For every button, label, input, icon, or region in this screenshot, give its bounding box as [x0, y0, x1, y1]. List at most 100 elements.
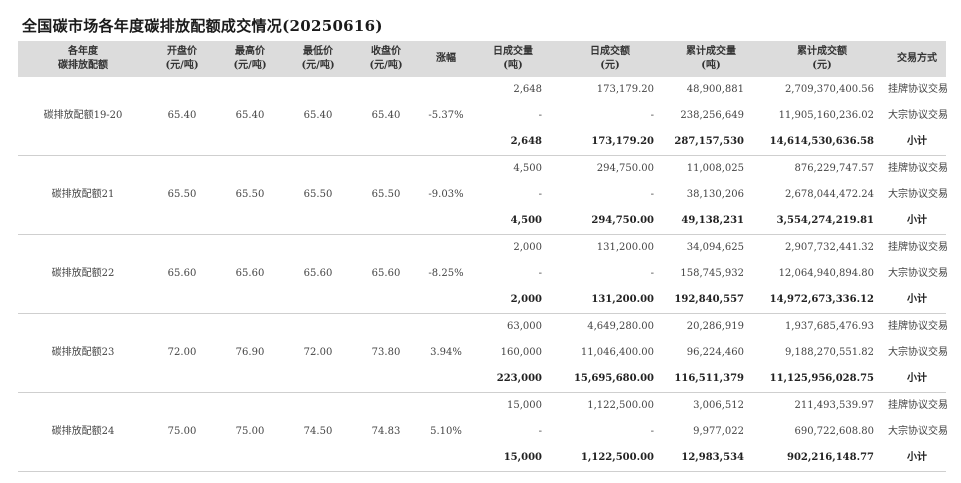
daily-volume-cell: - — [538, 110, 542, 121]
open-price-cell: 65.60 — [148, 234, 216, 314]
method-cell: 挂牌协议交易 — [888, 400, 948, 411]
table-subtotal-row: 223,000 15,695,680.00 116,511,379 11,125,95… — [18, 366, 946, 393]
method-cell: 小计 — [888, 287, 946, 314]
daily-volume-cell: 63,000 — [507, 321, 542, 332]
quota-name-cell: 碳排放配额19-20 — [18, 77, 148, 156]
close-price-cell: 65.40 — [352, 77, 420, 156]
table-row: - - 238,256,649 11,905,160,236.02 大宗协议交易 — [18, 103, 948, 129]
daily-volume-cell: 15,000 — [507, 400, 542, 411]
open-price-cell: 65.50 — [148, 155, 216, 235]
change-cell: 5.10% — [420, 392, 472, 472]
daily-amount-cell: 173,179.20 — [596, 84, 654, 95]
cum-volume-cell: 158,745,932 — [680, 268, 744, 279]
col-header-close: 收盘价 (元/吨) — [352, 41, 420, 77]
low-price-cell: 65.60 — [284, 234, 352, 314]
method-cell: 挂牌协议交易 — [888, 242, 948, 253]
daily-amount-cell: 15,695,680.00 — [554, 366, 666, 393]
daily-amount-cell: 4,649,280.00 — [587, 321, 654, 332]
table-row: 碳排放配额19-20 65.40 65.40 65.40 65.40 -5.37% 2,64… — [18, 77, 948, 156]
daily-volume-cell: - — [538, 426, 542, 437]
open-price-cell: 75.00 — [148, 392, 216, 472]
change-cell: 3.94% — [420, 313, 472, 393]
cum-amount-cell: 9,188,270,551.82 — [784, 347, 874, 358]
quota-name-cell: 碳排放配额22 — [18, 234, 148, 314]
quota-name-cell: 碳排放配额24 — [18, 392, 148, 472]
high-price-cell: 76.90 — [216, 313, 284, 393]
cum-amount-cell: 2,907,732,441.32 — [784, 242, 874, 253]
cum-amount-cell: 1,937,685,476.93 — [784, 321, 874, 332]
daily-volume-cell: 2,000 — [472, 287, 554, 314]
daily-amount-cell: - — [650, 110, 654, 121]
table-subtotal-row: 2,648 173,179.20 287,157,530 14,614,530,636… — [18, 129, 946, 156]
col-header-change: 涨幅 — [420, 41, 472, 77]
change-cell: -8.25% — [420, 234, 472, 314]
cum-volume-cell: 49,138,231 — [666, 208, 756, 235]
daily-volume-cell: 4,500 — [472, 208, 554, 235]
close-price-cell: 74.83 — [352, 392, 420, 472]
cum-amount-cell: 2,709,370,400.56 — [784, 84, 874, 95]
col-header-cum-amount: 累计成交额 (元) — [756, 41, 888, 77]
table-row: - - 158,745,932 12,064,940,894.80 大宗协议交易 — [18, 261, 948, 287]
method-cell: 大宗协议交易 — [888, 189, 948, 200]
table-row: 碳排放配额22 65.60 65.60 65.60 65.60 -8.25% 2,000 13… — [18, 234, 948, 314]
daily-volume-cell: 4,500 — [513, 163, 542, 174]
daily-amount-cell: - — [650, 189, 654, 200]
cum-amount-cell: 12,064,940,894.80 — [778, 268, 874, 279]
daily-volume-cell: 15,000 — [472, 445, 554, 472]
cum-amount-cell: 876,229,747.57 — [794, 163, 874, 174]
cum-amount-cell: 3,554,274,219.81 — [756, 208, 888, 235]
close-price-cell: 73.80 — [352, 313, 420, 393]
high-price-cell: 65.40 — [216, 77, 284, 156]
col-header-open: 开盘价 (元/吨) — [148, 41, 216, 77]
low-price-cell: 72.00 — [284, 313, 352, 393]
cum-volume-cell: 3,006,512 — [693, 400, 744, 411]
open-price-cell: 65.40 — [148, 77, 216, 156]
cum-amount-cell: 690,722,608.80 — [794, 426, 874, 437]
col-header-high: 最高价 (元/吨) — [216, 41, 284, 77]
table-row: - - 38,130,206 2,678,044,472.24 大宗协议交易 — [18, 182, 948, 208]
cum-volume-cell: 9,977,022 — [693, 426, 744, 437]
open-price-cell: 72.00 — [148, 313, 216, 393]
method-cell: 小计 — [888, 208, 946, 235]
cum-volume-cell: 287,157,530 — [666, 129, 756, 156]
daily-volume-cell: 223,000 — [472, 366, 554, 393]
quota-name-cell: 碳排放配额23 — [18, 313, 148, 393]
low-price-cell: 65.50 — [284, 155, 352, 235]
daily-amount-cell: - — [650, 268, 654, 279]
table-row: 160,000 11,046,400.00 96,224,460 9,188,270,… — [18, 340, 948, 366]
close-price-cell: 65.50 — [352, 155, 420, 235]
method-cell: 大宗协议交易 — [888, 426, 948, 437]
daily-amount-cell: 1,122,500.00 — [554, 445, 666, 472]
table-row: 碳排放配额24 75.00 75.00 74.50 74.83 5.10% 15,000 1,… — [18, 392, 948, 472]
daily-amount-cell: 294,750.00 — [596, 163, 654, 174]
cum-volume-cell: 12,983,534 — [666, 445, 756, 472]
daily-volume-cell: - — [538, 189, 542, 200]
daily-volume-cell: 2,000 — [513, 242, 542, 253]
table-row: - - 9,977,022 690,722,608.80 大宗协议交易 — [18, 419, 948, 445]
method-cell: 大宗协议交易 — [888, 110, 948, 121]
cum-amount-cell: 11,125,956,028.75 — [756, 366, 888, 393]
col-header-cum-volume: 累计成交量 (吨) — [666, 41, 756, 77]
table-subtotal-row: 15,000 1,122,500.00 12,983,534 902,216,148.… — [18, 445, 946, 472]
page-title: 全国碳市场各年度碳排放配额成交情况(20250616) — [22, 17, 383, 35]
method-cell: 大宗协议交易 — [888, 268, 948, 279]
table-subtotal-row: 2,000 131,200.00 192,840,557 14,972,673,336… — [18, 287, 946, 314]
close-price-cell: 65.60 — [352, 234, 420, 314]
method-cell: 小计 — [888, 445, 946, 472]
quota-trading-table: 各年度 碳排放配额 开盘价 (元/吨) 最高价 (元/吨) 最低价 (元/吨) … — [18, 41, 948, 472]
high-price-cell: 65.50 — [216, 155, 284, 235]
cum-amount-cell: 2,678,044,472.24 — [784, 189, 874, 200]
daily-amount-cell: - — [650, 426, 654, 437]
table-subtotal-row: 4,500 294,750.00 49,138,231 3,554,274,219.8… — [18, 208, 946, 235]
daily-amount-cell: 131,200.00 — [554, 287, 666, 314]
cum-volume-cell: 38,130,206 — [686, 189, 744, 200]
table-row: 碳排放配额23 72.00 76.90 72.00 73.80 3.94% 63,000 4,… — [18, 313, 948, 393]
method-cell: 小计 — [888, 129, 946, 156]
cum-volume-cell: 11,008,025 — [686, 163, 744, 174]
cum-amount-cell: 211,493,539.97 — [794, 400, 874, 411]
table-header-row: 各年度 碳排放配额 开盘价 (元/吨) 最高价 (元/吨) 最低价 (元/吨) … — [18, 41, 946, 77]
daily-amount-cell: 11,046,400.00 — [580, 347, 654, 358]
col-header-daily-volume: 日成交量 (吨) — [472, 41, 554, 77]
high-price-cell: 75.00 — [216, 392, 284, 472]
daily-amount-cell: 131,200.00 — [596, 242, 654, 253]
